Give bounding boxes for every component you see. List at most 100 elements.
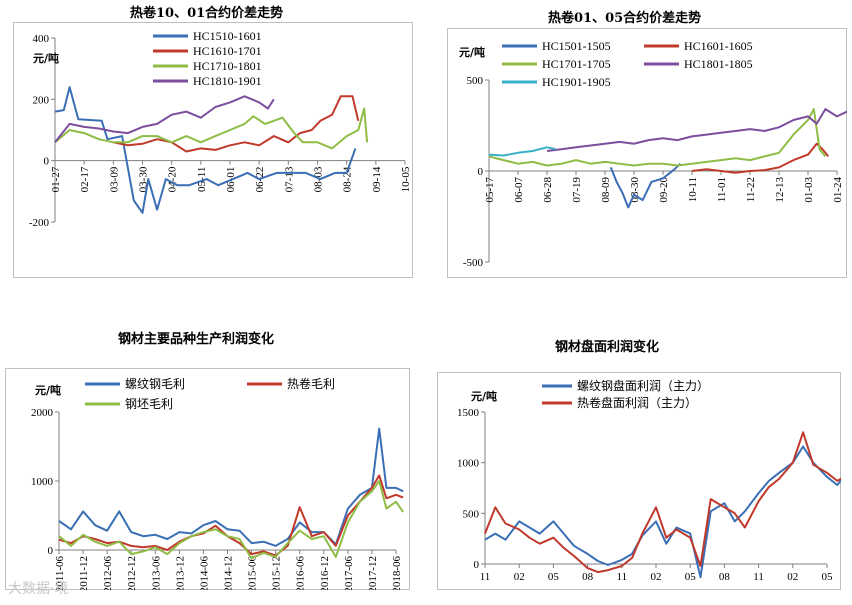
c3-ytick-label: 2000 — [31, 407, 54, 419]
c1-series-line — [113, 95, 360, 153]
c3-frame — [5, 368, 410, 590]
c4-legend-label: 螺纹钢盘面利润（主力） — [577, 378, 709, 393]
c4-xtick-label: 11 — [753, 571, 764, 583]
c1-ytick-label: -200 — [29, 217, 50, 229]
c1-xtick-label: 10-05 — [400, 166, 412, 192]
c2-legend-label: HC1501-1505 — [542, 39, 611, 53]
c2-series-line — [488, 108, 827, 167]
c3-ytick-label: 0 — [48, 545, 54, 557]
c4-xtick-label: 11 — [480, 571, 491, 583]
c3-ytick-label: 1000 — [31, 476, 54, 488]
c2-legend-label: HC1601-1605 — [684, 39, 753, 53]
c1-legend-label: HC1510-1601 — [193, 29, 262, 43]
c4-legend-label: 热卷盘面利润（主力） — [577, 395, 697, 410]
c4-xtick-label: 05 — [548, 571, 560, 583]
c1-xtick-label: 07-13 — [283, 166, 295, 192]
c1-xtick-label: 04-20 — [167, 166, 179, 192]
c4-series-line — [484, 445, 841, 579]
c2-legend-label: HC1801-1805 — [684, 57, 753, 71]
c1-xtick-label: 02-17 — [79, 166, 91, 192]
c2-frame — [447, 28, 847, 278]
c2-series-line — [691, 142, 830, 174]
c2-series-line — [546, 108, 847, 152]
c4-xtick-label: 08 — [719, 571, 731, 583]
c4-xtick-label: 08 — [582, 571, 594, 583]
chart4-title: 钢材盘面利润变化 — [555, 340, 660, 355]
c2-series-line — [609, 162, 682, 209]
c4-ytick-label: 1000 — [457, 458, 480, 470]
c1-xtick-label: 09-14 — [371, 166, 383, 192]
c3-unit-label: 元/吨 — [35, 383, 61, 397]
c3-xtick-label: 2016-12 — [319, 556, 331, 590]
c3-xtick-label: 2016-06 — [295, 556, 307, 590]
c4-ytick-label: 1500 — [457, 407, 480, 419]
c1-legend-label: HC1710-1801 — [193, 59, 262, 73]
c3-legend-label: 钢坯毛利 — [125, 397, 173, 411]
c2-xtick-label: 01-03 — [803, 177, 815, 203]
c4-series-line — [484, 431, 841, 574]
c3-xtick-label: 2012-06 — [102, 556, 114, 590]
c1-unit-label: 元/吨 — [33, 51, 59, 65]
c2-ytick-label: 500 — [467, 75, 484, 87]
watermark: 大数据·境 — [8, 581, 69, 597]
c1-xtick-label: 03-09 — [108, 166, 120, 192]
c1-ytick-label: 200 — [33, 94, 50, 106]
c2-legend-label: HC1701-1705 — [542, 57, 611, 71]
c2-legend-label: HC1901-1905 — [542, 75, 611, 89]
c2-xtick-label: 11-22 — [745, 177, 757, 202]
c1-ytick-label: 400 — [33, 33, 50, 45]
c2-xtick-label: 09-20 — [658, 177, 670, 203]
c3-xtick-label: 2017-12 — [367, 556, 379, 590]
c2-xtick-label: 05-17 — [484, 177, 496, 203]
c2-unit-label: 元/吨 — [459, 45, 485, 59]
c3-xtick-label: 2014-06 — [198, 556, 210, 590]
c2-ytick-label: -500 — [463, 257, 484, 269]
c2-series-line — [488, 146, 556, 157]
c4-unit-label: 元/吨 — [471, 389, 497, 403]
c3-xtick-label: 2012-12 — [126, 556, 138, 590]
c1-series-line — [54, 95, 275, 143]
c1-xtick-label: 01-27 — [50, 166, 62, 192]
chart2-title: 热卷01、05合约价差走势 — [548, 11, 702, 26]
c1-legend-label: HC1810-1901 — [193, 74, 262, 88]
c2-xtick-label: 10-11 — [687, 177, 699, 202]
c2-xtick-label: 07-19 — [571, 177, 583, 203]
c3-series-line — [58, 480, 405, 560]
c3-xtick-label: 2013-06 — [150, 556, 162, 590]
c3-series-line — [58, 427, 404, 547]
c4-xtick-label: 02 — [514, 571, 525, 583]
c3-xtick-label: 2013-12 — [174, 556, 186, 590]
c1-series-line — [54, 86, 357, 214]
c3-legend-label: 螺纹钢毛利 — [125, 377, 185, 391]
chart3-title: 钢材主要品种生产利润变化 — [118, 332, 275, 347]
c2-xtick-label: 11-01 — [716, 177, 728, 202]
c2-xtick-label: 06-28 — [542, 177, 554, 203]
c4-xtick-label: 11 — [617, 571, 628, 583]
c4-xtick-label: 02 — [787, 571, 798, 583]
c2-xtick-label: 06-07 — [513, 177, 525, 203]
c3-xtick-label: 2014-12 — [223, 556, 235, 590]
c4-ytick-label: 0 — [474, 559, 480, 571]
c1-ytick-label: 0 — [44, 156, 50, 168]
c4-xtick-label: 05 — [685, 571, 697, 583]
c1-series-line — [54, 107, 369, 150]
c3-legend-label: 热卷毛利 — [287, 376, 335, 391]
c4-xtick-label: 02 — [651, 571, 662, 583]
c2-ytick-label: 0 — [478, 166, 484, 178]
c2-xtick-label: 01-24 — [832, 177, 844, 203]
c2-xtick-label: 12-13 — [774, 177, 786, 203]
c2-xtick-label: 08-09 — [600, 177, 612, 203]
chart1-title: 热卷10、01合约价差走势 — [130, 6, 284, 21]
c3-xtick-label: 2011-06 — [54, 556, 66, 590]
c3-xtick-label: 2015-06 — [247, 556, 259, 590]
c4-ytick-label: 500 — [463, 508, 480, 520]
c3-xtick-label: 2015-12 — [271, 556, 283, 590]
c3-xtick-label: 2017-06 — [343, 556, 355, 590]
c1-legend-label: HC1610-1701 — [193, 44, 262, 58]
c4-xtick-label: 05 — [822, 571, 834, 583]
c4-frame — [437, 372, 841, 590]
c3-xtick-label: 2011-12 — [78, 556, 90, 590]
